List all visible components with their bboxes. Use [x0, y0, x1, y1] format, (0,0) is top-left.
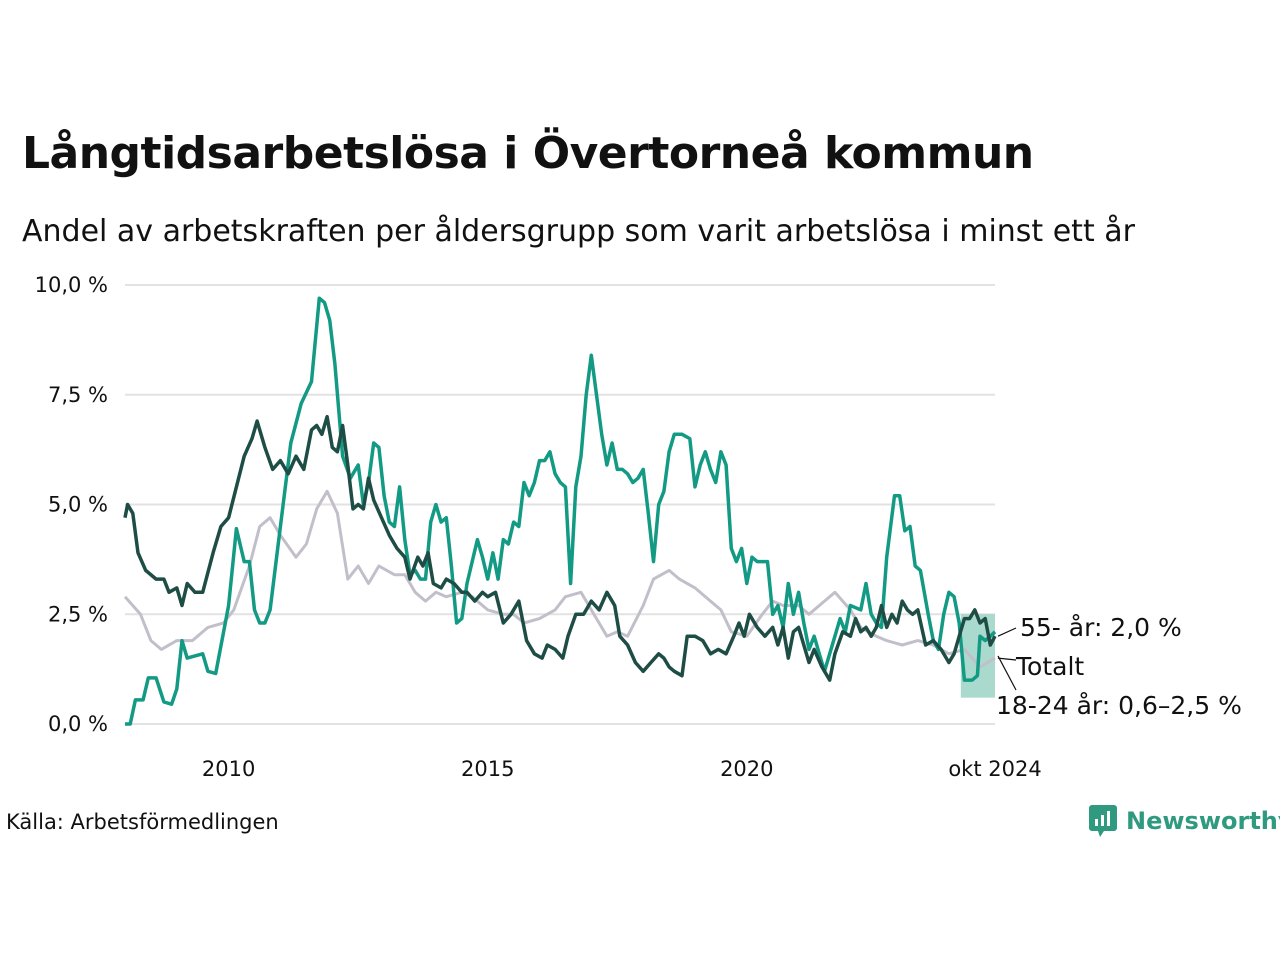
y-tick-label: 0,0 %: [48, 712, 108, 736]
series-end-label: 18-24 år: 0,6–2,5 %: [996, 691, 1242, 720]
x-tick-label: okt 2024: [948, 757, 1041, 781]
series-end-label: 55- år: 2,0 %: [1020, 613, 1182, 642]
label-leader-line: [997, 627, 1017, 637]
label-leader-line: [997, 657, 1017, 661]
y-tick-label: 7,5 %: [48, 383, 108, 407]
chart-subtitle: Andel av arbetskraften per åldersgrupp s…: [22, 214, 1135, 249]
newsworthy-logo-icon: [1089, 805, 1117, 837]
y-tick-label: 2,5 %: [48, 602, 108, 626]
x-tick-label: 2020: [720, 757, 773, 781]
chart-title: Långtidsarbetslösa i Övertorneå kommun: [22, 128, 1034, 179]
x-tick-label: 2010: [202, 757, 255, 781]
series-line-age_18_24: [125, 296, 997, 726]
label-leader-line: [997, 655, 1017, 691]
x-tick-label: 2015: [461, 757, 514, 781]
brand-name: Newsworthy: [1126, 807, 1280, 835]
series-end-label: Totalt: [1015, 652, 1084, 681]
brand-logo: Newsworthy: [1088, 804, 1280, 838]
source-note: Källa: Arbetsförmedlingen: [6, 810, 279, 834]
series-line-total: [123, 489, 996, 669]
series-line-age_55: [123, 414, 997, 682]
y-tick-label: 10,0 %: [35, 273, 108, 297]
y-tick-label: 5,0 %: [48, 493, 108, 517]
